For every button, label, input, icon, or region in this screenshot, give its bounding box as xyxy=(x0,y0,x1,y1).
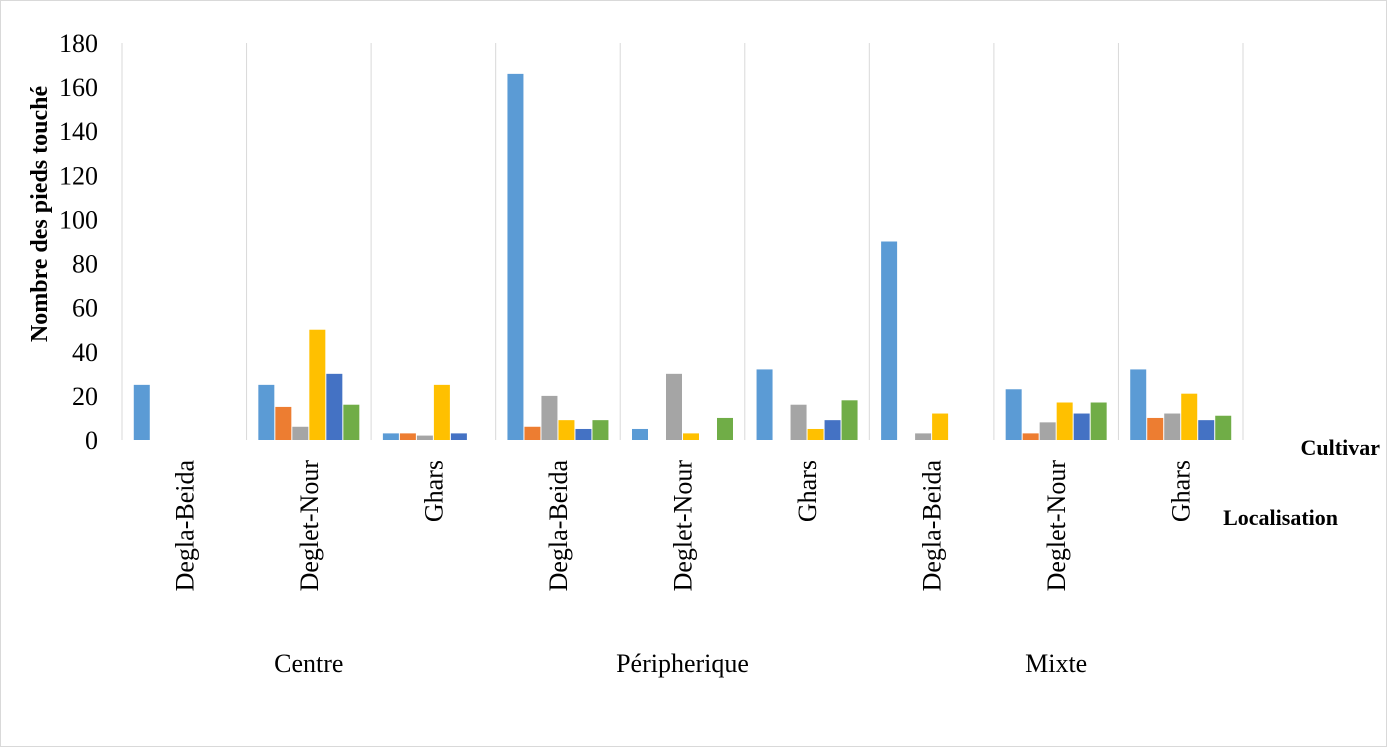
bar xyxy=(382,433,399,440)
x-category-label: Ghars xyxy=(419,460,448,522)
x-category-label: Degla-Beida xyxy=(918,460,947,592)
bar xyxy=(399,433,416,440)
bar xyxy=(450,433,467,440)
bar xyxy=(632,428,648,440)
x-group-label: Péripherique xyxy=(616,649,749,678)
y-tick-label: 140 xyxy=(59,117,98,146)
y-tick-label: 180 xyxy=(59,29,98,58)
y-tick-label: 60 xyxy=(72,294,98,323)
x-category-label: Deglet-Nour xyxy=(295,460,324,592)
bar xyxy=(326,373,343,440)
bar xyxy=(807,428,824,440)
bar xyxy=(292,426,309,440)
bar xyxy=(1005,389,1022,440)
cultivar-row-label: Cultivar xyxy=(1301,435,1381,460)
bar xyxy=(507,73,524,440)
bar xyxy=(1073,413,1090,440)
bar xyxy=(1147,417,1164,440)
bar xyxy=(756,369,773,440)
bar xyxy=(915,433,932,440)
y-tick-label: 100 xyxy=(59,205,98,234)
bar xyxy=(1198,420,1215,440)
bar xyxy=(1022,433,1039,440)
y-tick-label: 80 xyxy=(72,250,98,279)
x-category-label: Ghars xyxy=(1167,460,1196,522)
bar xyxy=(683,433,699,440)
y-tick-label: 20 xyxy=(72,382,98,411)
bar xyxy=(1130,369,1147,440)
bar xyxy=(790,404,807,440)
bar xyxy=(1090,402,1107,440)
x-category-label: Degla-Beida xyxy=(544,460,573,592)
bar xyxy=(841,400,858,440)
bars xyxy=(133,73,1232,440)
bar xyxy=(258,384,275,440)
x-category-label: Degla-Beida xyxy=(170,460,199,592)
bar xyxy=(433,384,450,440)
bar xyxy=(541,395,558,440)
bar xyxy=(1056,402,1073,440)
y-axis-label: Nombre des pieds touché xyxy=(27,86,53,343)
bar xyxy=(275,406,292,440)
localisation-row-label: Localisation xyxy=(1223,505,1338,530)
bar xyxy=(524,426,541,440)
bar xyxy=(416,435,433,440)
y-tick-label: 120 xyxy=(59,161,98,190)
bar xyxy=(717,417,733,440)
y-axis-ticks: 0 20 40 60 80 100 120 140 160 180 xyxy=(59,29,98,455)
bar xyxy=(881,241,898,440)
bar xyxy=(666,373,682,440)
y-tick-label: 40 xyxy=(72,338,98,367)
bar xyxy=(1181,393,1198,440)
bar xyxy=(592,420,609,440)
y-tick-label: 0 xyxy=(85,426,98,455)
bar xyxy=(309,329,326,440)
bar xyxy=(1039,422,1056,440)
bar xyxy=(1215,415,1232,440)
x-axis-group-labels: Centre Péripherique Mixte xyxy=(274,649,1087,678)
x-category-label: Deglet-Nour xyxy=(669,460,698,592)
bar xyxy=(932,413,949,440)
bar xyxy=(133,384,150,440)
bar xyxy=(575,428,592,440)
bar xyxy=(1164,413,1181,440)
bar xyxy=(824,420,841,440)
gridlines xyxy=(121,43,1244,440)
x-category-label: Deglet-Nour xyxy=(1042,460,1071,592)
y-tick-label: 160 xyxy=(59,73,98,102)
bar xyxy=(343,404,360,440)
x-category-label: Ghars xyxy=(793,460,822,522)
x-group-label: Mixte xyxy=(1025,649,1087,678)
bar xyxy=(558,420,575,440)
x-axis-category-labels: Degla-Beida Deglet-Nour Ghars Degla-Beida De… xyxy=(170,460,1195,592)
x-group-label: Centre xyxy=(274,649,343,678)
